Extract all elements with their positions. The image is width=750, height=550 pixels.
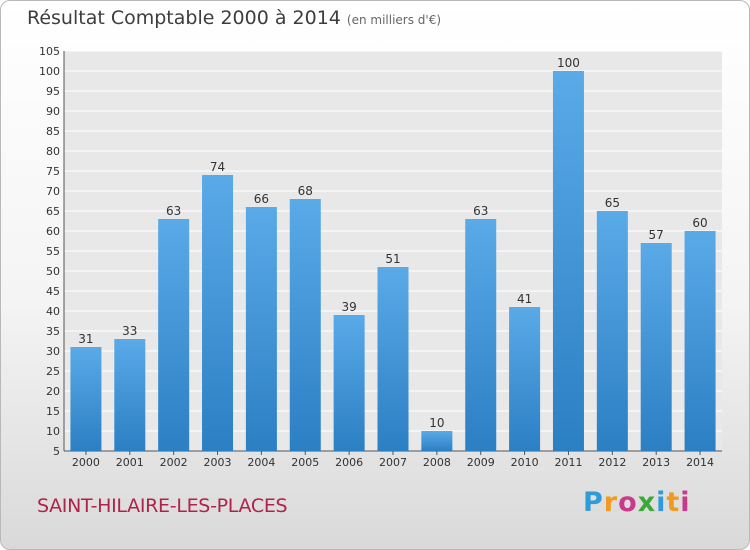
y-tick-label: 100 (39, 65, 60, 78)
logo-letter: P (583, 487, 604, 518)
data-label-2008: 10 (429, 416, 444, 430)
data-label-2005: 68 (298, 184, 313, 198)
chart-subtitle: (en milliers d'€) (346, 13, 442, 27)
bar-2013 (640, 243, 672, 451)
x-tick-label-2006: 2006 (335, 456, 363, 469)
y-tick-label: 80 (46, 145, 60, 158)
x-tick-label-2009: 2009 (467, 456, 495, 469)
x-tick-label-2001: 2001 (116, 456, 144, 469)
data-label-2001: 33 (122, 324, 137, 338)
logo-letter: r (603, 487, 619, 518)
y-tick-label: 30 (46, 345, 60, 358)
y-tick-label: 35 (46, 325, 60, 338)
logo-letter: i (680, 487, 691, 518)
data-label-2002: 63 (166, 204, 181, 218)
data-label-2012: 65 (605, 196, 620, 210)
x-tick-label-2004: 2004 (247, 456, 275, 469)
logo-letter: x (637, 487, 657, 518)
proxiti-logo: Proxiti (583, 487, 691, 518)
y-tick-label: 105 (39, 45, 60, 58)
bar-2002 (158, 219, 190, 451)
data-label-2011: 100 (557, 56, 580, 70)
y-tick-label: 70 (46, 185, 60, 198)
x-tick-label-2011: 2011 (554, 456, 582, 469)
y-tick-label: 85 (46, 125, 60, 138)
x-tick-label-2012: 2012 (598, 456, 626, 469)
bar-2004 (245, 207, 277, 451)
bar-2014 (684, 231, 716, 451)
y-tick-label: 65 (46, 205, 60, 218)
bar-2003 (202, 175, 234, 451)
y-tick-label: 50 (46, 265, 60, 278)
bar-2009 (465, 219, 497, 451)
y-tick-label: 10 (46, 425, 60, 438)
data-label-2003: 74 (210, 160, 225, 174)
x-tick-label-2000: 2000 (72, 456, 100, 469)
logo-letter: i (656, 487, 667, 518)
data-label-2007: 51 (385, 252, 400, 266)
bar-2011 (552, 71, 584, 451)
commune-name: SAINT-HILAIRE-LES-PLACES (37, 495, 288, 517)
bar-2010 (509, 307, 541, 451)
data-label-2013: 57 (649, 228, 664, 242)
x-tick-label-2013: 2013 (642, 456, 670, 469)
x-tick-label-2003: 2003 (204, 456, 232, 469)
y-tick-label: 40 (46, 305, 60, 318)
data-label-2004: 66 (254, 192, 269, 206)
data-label-2014: 60 (692, 216, 707, 230)
x-tick-label-2005: 2005 (291, 456, 319, 469)
chart-title-text: Résultat Comptable 2000 à 2014 (27, 7, 341, 29)
x-tick-label-2010: 2010 (511, 456, 539, 469)
data-label-2010: 41 (517, 292, 532, 306)
bar-2007 (377, 267, 409, 451)
y-tick-label: 55 (46, 245, 60, 258)
logo-letter: o (618, 487, 638, 518)
y-tick-label: 15 (46, 405, 60, 418)
bar-2008 (421, 431, 453, 451)
bar-2012 (596, 211, 628, 451)
y-tick-label: 45 (46, 285, 60, 298)
y-tick-label: 90 (46, 105, 60, 118)
bar-2001 (114, 339, 146, 451)
logo-letter: t (666, 487, 681, 518)
data-label-2000: 31 (78, 332, 93, 346)
bar-2000 (70, 347, 102, 451)
bar-2005 (289, 199, 321, 451)
data-label-2009: 63 (473, 204, 488, 218)
x-tick-label-2007: 2007 (379, 456, 407, 469)
chart-title: Résultat Comptable 2000 à 2014 (en millie… (27, 7, 441, 29)
data-label-2006: 39 (341, 300, 356, 314)
y-tick-label: 20 (46, 385, 60, 398)
x-tick-label-2002: 2002 (160, 456, 188, 469)
y-tick-label: 75 (46, 165, 60, 178)
x-tick-label-2014: 2014 (686, 456, 714, 469)
y-tick-label: 25 (46, 365, 60, 378)
y-tick-label: 60 (46, 225, 60, 238)
y-tick-label: 5 (53, 445, 60, 458)
bar-2006 (333, 315, 365, 451)
x-tick-label-2008: 2008 (423, 456, 451, 469)
y-tick-label: 95 (46, 85, 60, 98)
